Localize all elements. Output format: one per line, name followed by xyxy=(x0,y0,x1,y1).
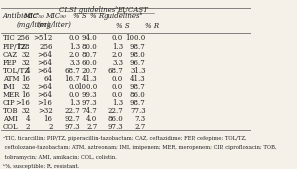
Text: >64: >64 xyxy=(38,83,53,91)
Text: 256: 256 xyxy=(17,34,30,42)
Text: >32: >32 xyxy=(38,107,53,115)
Text: 1.3: 1.3 xyxy=(112,43,123,51)
Text: FEP: FEP xyxy=(3,59,17,67)
Text: 86.0: 86.0 xyxy=(130,91,146,99)
Text: 7.3: 7.3 xyxy=(135,115,146,123)
Text: 86.0: 86.0 xyxy=(108,115,123,123)
Text: EUCAST: EUCAST xyxy=(117,6,148,14)
Text: 31.3: 31.3 xyxy=(130,67,146,75)
Text: 0.0: 0.0 xyxy=(112,75,123,83)
Text: 98.7: 98.7 xyxy=(130,83,146,91)
Text: 80.7: 80.7 xyxy=(82,51,97,59)
Text: 16: 16 xyxy=(44,115,53,123)
Text: 4: 4 xyxy=(26,67,30,75)
Text: 32: 32 xyxy=(21,51,30,59)
Text: MER: MER xyxy=(3,91,20,99)
Text: 1.3: 1.3 xyxy=(69,43,80,51)
Text: >16: >16 xyxy=(38,99,53,107)
Text: 96.7: 96.7 xyxy=(130,59,146,67)
Text: 20.7: 20.7 xyxy=(82,67,97,75)
Text: 1.3: 1.3 xyxy=(112,99,123,107)
Text: ATM: ATM xyxy=(3,75,19,83)
Text: IMI: IMI xyxy=(3,83,15,91)
Text: MIC₉₀
(mg/liter): MIC₉₀ (mg/liter) xyxy=(38,12,72,29)
Text: >16: >16 xyxy=(15,99,30,107)
Text: >64: >64 xyxy=(38,51,53,59)
Text: ceftolozane-tazobactam; ATM, aztreonam; IMI, imipenem; MER, meropenem; CIP, cipr: ceftolozane-tazobactam; ATM, aztreonam; … xyxy=(3,145,276,150)
Text: 41.3: 41.3 xyxy=(82,75,97,83)
Text: >64: >64 xyxy=(38,91,53,99)
Text: 32: 32 xyxy=(21,107,30,115)
Text: % S: % S xyxy=(73,12,87,20)
Text: 97.3: 97.3 xyxy=(82,99,97,107)
Text: CAZ: CAZ xyxy=(3,51,18,59)
Text: tobramycin; AMI, amikacin; COL, colistin.: tobramycin; AMI, amikacin; COL, colistin… xyxy=(3,155,116,160)
Text: TOB: TOB xyxy=(3,107,18,115)
Text: 97.3: 97.3 xyxy=(64,123,80,131)
Text: 22.7: 22.7 xyxy=(108,107,123,115)
Text: 74.7: 74.7 xyxy=(82,107,97,115)
Text: 2.7: 2.7 xyxy=(86,123,97,131)
Text: >512: >512 xyxy=(33,34,53,42)
Text: 64: 64 xyxy=(44,75,53,83)
Text: CLSI guidelinesᵇ: CLSI guidelinesᵇ xyxy=(59,6,118,14)
Text: 98.0: 98.0 xyxy=(130,51,146,59)
Text: 256: 256 xyxy=(39,43,53,51)
Text: 0.0: 0.0 xyxy=(69,83,80,91)
Text: 4: 4 xyxy=(26,115,30,123)
Text: 16: 16 xyxy=(21,91,30,99)
Text: 100.0: 100.0 xyxy=(77,83,97,91)
Text: COL: COL xyxy=(3,123,18,131)
Text: >64: >64 xyxy=(38,67,53,75)
Text: 98.7: 98.7 xyxy=(130,43,146,51)
Text: 41.3: 41.3 xyxy=(130,75,146,83)
Text: >64: >64 xyxy=(38,59,53,67)
Text: 128: 128 xyxy=(17,43,30,51)
Text: 3.3: 3.3 xyxy=(112,59,123,67)
Text: 32: 32 xyxy=(21,83,30,91)
Text: TIC: TIC xyxy=(3,34,15,42)
Text: 77.3: 77.3 xyxy=(130,107,146,115)
Text: 3.3: 3.3 xyxy=(69,59,80,67)
Text: 94.0: 94.0 xyxy=(82,34,97,42)
Text: 0.0: 0.0 xyxy=(112,91,123,99)
Text: Antibioticᵃ: Antibioticᵃ xyxy=(3,12,40,20)
Text: AMI: AMI xyxy=(3,115,18,123)
Text: 60.0: 60.0 xyxy=(82,59,97,67)
Text: guidelinesᵇ: guidelinesᵇ xyxy=(104,12,143,20)
Text: 2.0: 2.0 xyxy=(69,51,80,59)
Text: 2: 2 xyxy=(48,123,53,131)
Text: 22.7: 22.7 xyxy=(64,107,80,115)
Text: 2.0: 2.0 xyxy=(112,51,123,59)
Text: 0.0: 0.0 xyxy=(112,83,123,91)
Text: PIP/TZ: PIP/TZ xyxy=(3,43,27,51)
Text: 16.7: 16.7 xyxy=(64,75,80,83)
Text: 98.7: 98.7 xyxy=(130,99,146,107)
Text: 0.0: 0.0 xyxy=(112,34,123,42)
Text: ᵃTIC, ticarcillin; PIP/TZ, piperacillin-tazobactam; CAZ, ceftazidime; FEP, cefep: ᵃTIC, ticarcillin; PIP/TZ, piperacillin-… xyxy=(3,136,246,141)
Text: 2.7: 2.7 xyxy=(135,123,146,131)
Text: 1.3: 1.3 xyxy=(69,99,80,107)
Text: % S: % S xyxy=(116,22,130,30)
Text: 92.7: 92.7 xyxy=(64,115,80,123)
Text: 32: 32 xyxy=(21,59,30,67)
Text: 80.0: 80.0 xyxy=(82,43,97,51)
Text: 68.7: 68.7 xyxy=(64,67,80,75)
Text: 99.3: 99.3 xyxy=(82,91,97,99)
Text: 0.0: 0.0 xyxy=(69,91,80,99)
Text: 0.0: 0.0 xyxy=(69,34,80,42)
Text: 68.7: 68.7 xyxy=(108,67,123,75)
Text: ᵇ%, susceptible; R, resistant.: ᵇ%, susceptible; R, resistant. xyxy=(3,164,79,169)
Text: 97.3: 97.3 xyxy=(108,123,123,131)
Text: % R: % R xyxy=(90,12,105,20)
Text: MIC₅₀
(mg/liter): MIC₅₀ (mg/liter) xyxy=(17,12,51,29)
Text: % R: % R xyxy=(145,22,159,30)
Text: CIP: CIP xyxy=(3,99,15,107)
Text: TOL/TZ: TOL/TZ xyxy=(3,67,30,75)
Text: 2: 2 xyxy=(26,123,30,131)
Text: 16: 16 xyxy=(21,75,30,83)
Text: 100.0: 100.0 xyxy=(125,34,146,42)
Text: 4.0: 4.0 xyxy=(86,115,97,123)
